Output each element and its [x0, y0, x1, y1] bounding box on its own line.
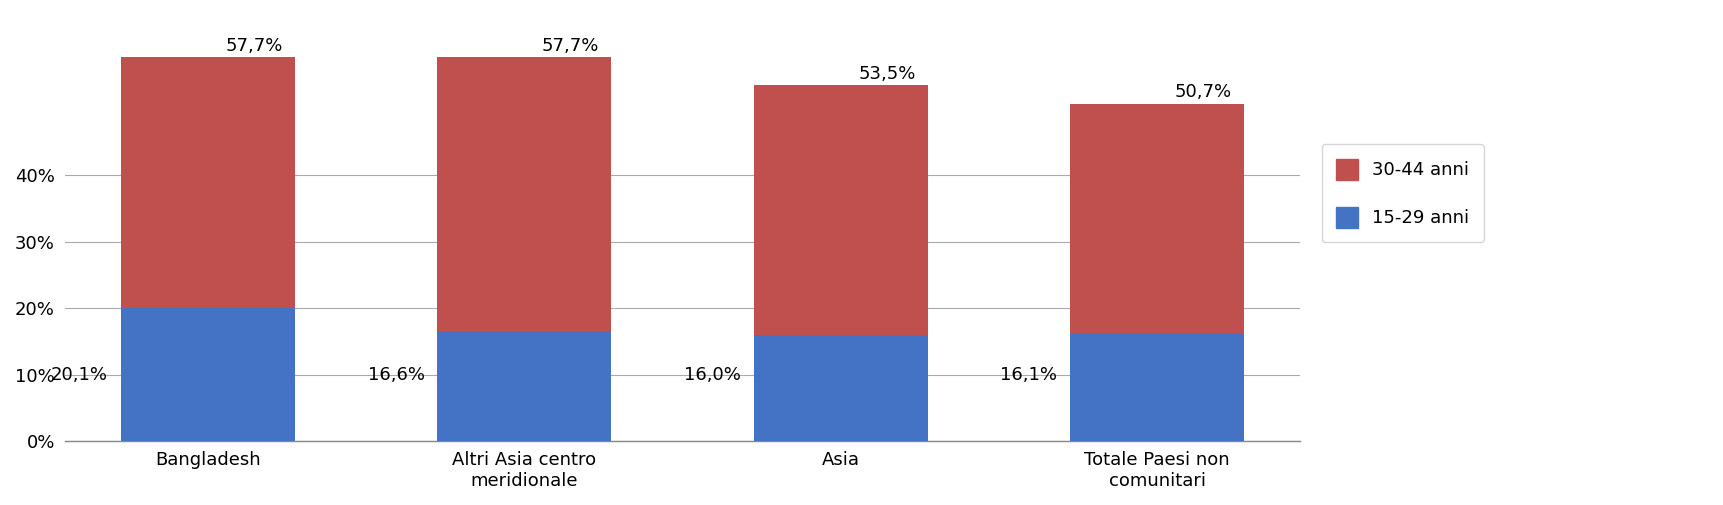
Bar — [438, 331, 612, 441]
Text: 53,5%: 53,5% — [858, 65, 915, 83]
Bar — [121, 308, 295, 441]
Text: 50,7%: 50,7% — [1173, 83, 1230, 102]
Text: 57,7%: 57,7% — [226, 37, 283, 55]
Bar — [753, 85, 927, 335]
Text: 16,0%: 16,0% — [684, 366, 741, 384]
Text: 16,6%: 16,6% — [367, 366, 424, 384]
Bar — [753, 335, 927, 441]
Legend: 30-44 anni, 15-29 anni: 30-44 anni, 15-29 anni — [1322, 144, 1484, 242]
Text: 16,1%: 16,1% — [999, 366, 1056, 384]
Bar — [1070, 334, 1244, 441]
Text: 57,7%: 57,7% — [541, 37, 598, 55]
Bar — [438, 58, 612, 331]
Bar — [121, 58, 295, 308]
Bar — [1070, 104, 1244, 334]
Text: 20,1%: 20,1% — [52, 366, 109, 384]
